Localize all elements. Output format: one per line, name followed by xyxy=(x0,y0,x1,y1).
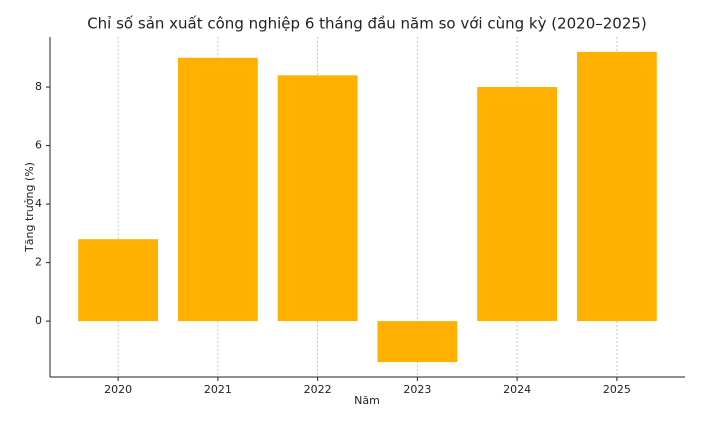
bar xyxy=(78,239,159,322)
bar xyxy=(377,321,458,363)
x-tick-label: 2022 xyxy=(304,383,332,396)
x-tick-label: 2023 xyxy=(403,383,431,396)
y-tick-label: 8 xyxy=(35,80,42,93)
bar xyxy=(477,87,558,322)
y-tick-label: 0 xyxy=(35,314,42,327)
y-tick-label: 6 xyxy=(35,139,42,152)
bar xyxy=(576,51,657,322)
y-axis-label: Tăng trưởng (%) xyxy=(23,162,36,253)
chart-title: Chỉ số sản xuất công nghiệp 6 tháng đầu … xyxy=(87,15,647,33)
x-tick-label: 2020 xyxy=(104,383,132,396)
y-tick-label: 4 xyxy=(35,197,42,210)
bar xyxy=(277,75,358,322)
bar xyxy=(177,57,258,322)
x-tick-label: 2025 xyxy=(603,383,631,396)
x-tick-label: 2021 xyxy=(204,383,232,396)
x-axis-label: Năm xyxy=(354,394,380,407)
x-tick-label: 2024 xyxy=(503,383,531,396)
y-tick-label: 2 xyxy=(35,256,42,269)
